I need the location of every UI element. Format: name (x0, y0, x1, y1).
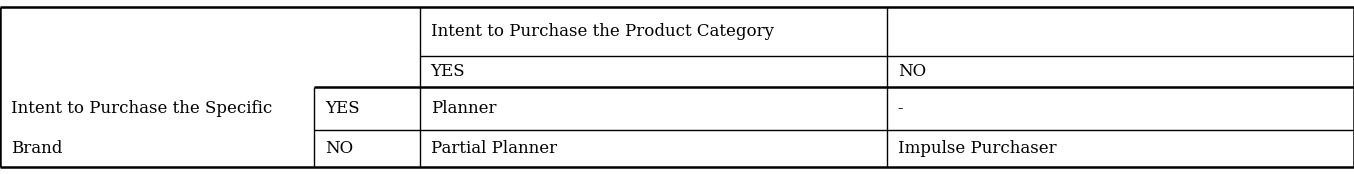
Text: YES: YES (325, 100, 360, 117)
Text: -: - (898, 100, 903, 117)
Text: NO: NO (325, 140, 353, 157)
Text: YES: YES (431, 63, 466, 80)
Text: Impulse Purchaser: Impulse Purchaser (898, 140, 1056, 157)
Text: Partial Planner: Partial Planner (431, 140, 556, 157)
Text: Brand: Brand (11, 140, 62, 157)
Text: Planner: Planner (431, 100, 496, 117)
Text: Intent to Purchase the Specific: Intent to Purchase the Specific (11, 100, 272, 117)
Text: NO: NO (898, 63, 926, 80)
Text: Intent to Purchase the Product Category: Intent to Purchase the Product Category (431, 23, 773, 40)
